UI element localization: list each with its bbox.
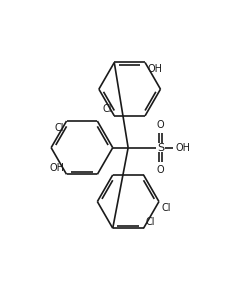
Text: Cl: Cl	[161, 203, 170, 213]
Text: O: O	[156, 120, 164, 130]
Text: O: O	[156, 165, 164, 175]
Text: OH: OH	[147, 64, 162, 74]
Text: Cl: Cl	[55, 123, 64, 133]
Text: OH: OH	[49, 163, 64, 173]
Text: Cl: Cl	[102, 103, 112, 114]
Text: S: S	[156, 143, 163, 153]
Text: OH: OH	[174, 143, 189, 153]
Text: Cl: Cl	[145, 217, 155, 227]
